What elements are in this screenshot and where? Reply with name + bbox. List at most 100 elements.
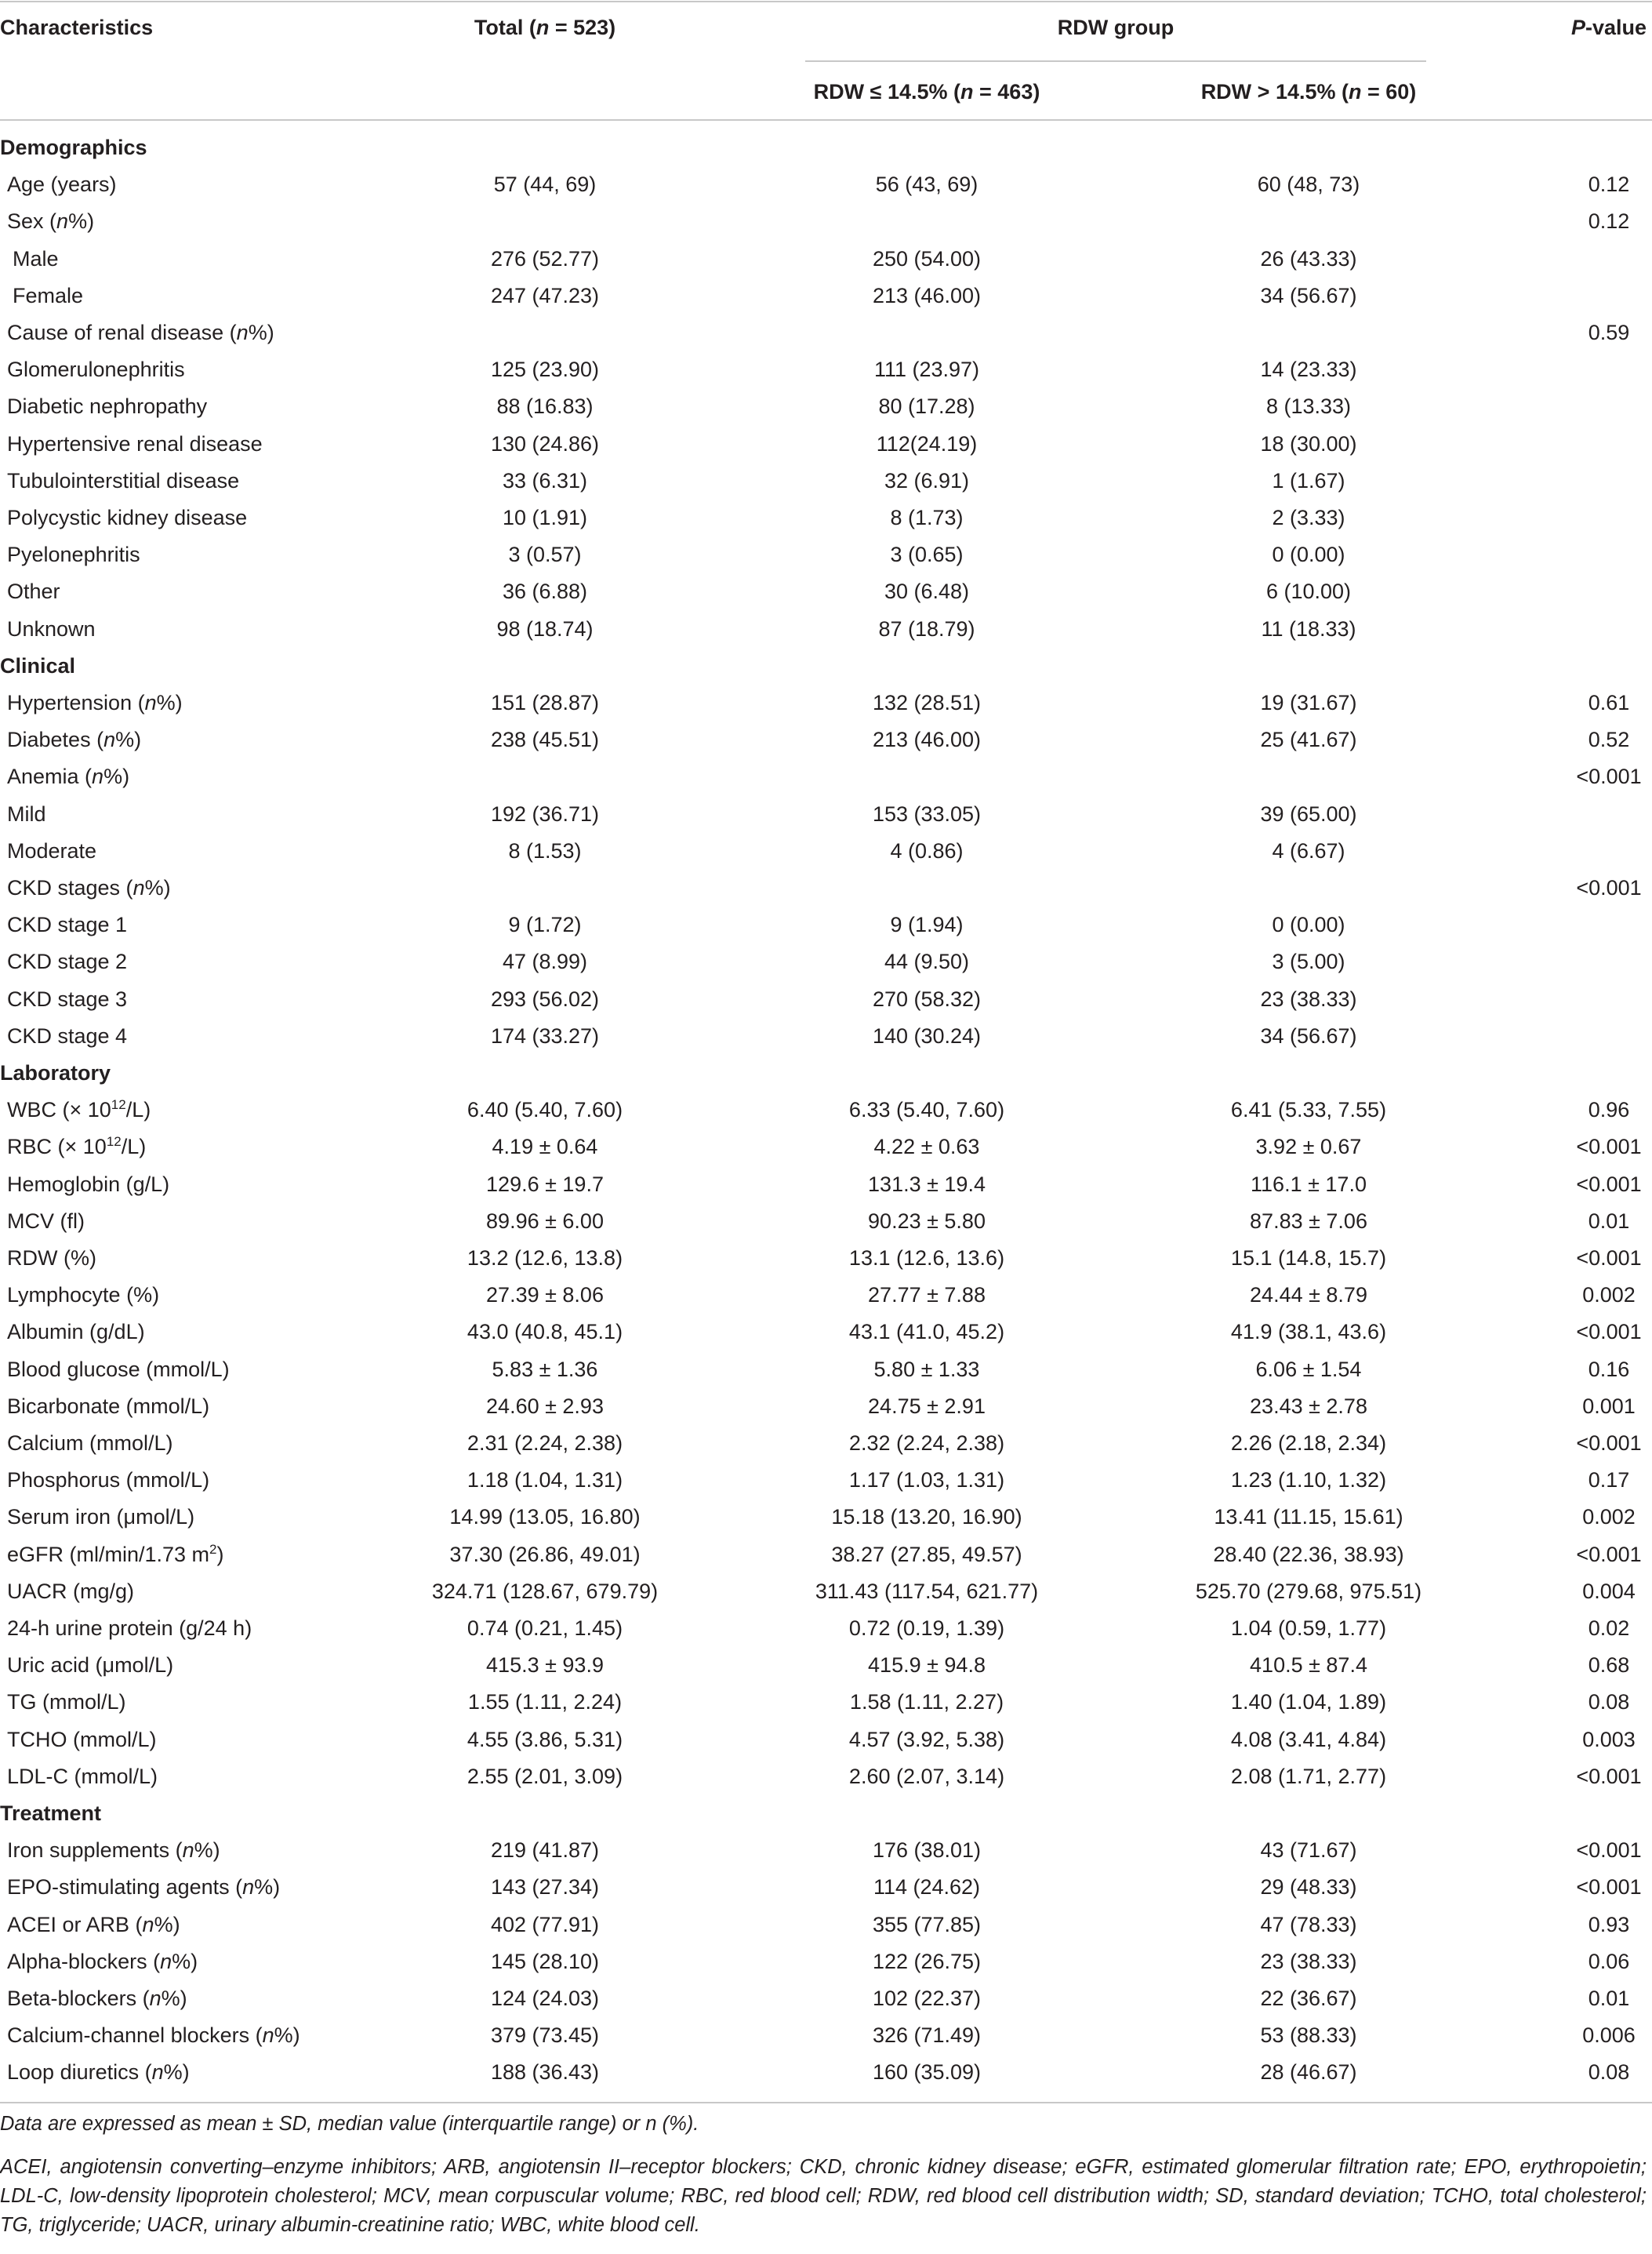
table-cell: 525.70 (279.68, 975.51): [1195, 1579, 1422, 1603]
text: %): [274, 2023, 300, 2048]
table-cell: 1 (1.67): [1272, 468, 1345, 493]
table-cell: 0.12: [1588, 173, 1630, 197]
table-cell: 24.60 ± 2.93: [486, 1394, 604, 1418]
table-cell: 5.83 ± 1.36: [492, 1357, 598, 1381]
text: = 523): [549, 16, 616, 39]
row-label: eGFR (ml/min/1.73 m2): [7, 1536, 224, 1573]
table-cell: 6.40 (5.40, 7.60): [467, 1098, 623, 1122]
table-cell: 4.55 (3.86, 5.31): [467, 1727, 623, 1751]
table-cell: 0.004: [1582, 1579, 1636, 1603]
row-label: Mild: [7, 802, 46, 826]
table-cell: 132 (28.51): [872, 691, 982, 714]
table-cell: 188 (36.43): [490, 2060, 600, 2085]
table-cell: 2.55 (2.01, 3.09): [467, 1764, 623, 1788]
table-cell: 219 (41.87): [490, 1838, 600, 1863]
table-cell: 0.06: [1588, 1949, 1630, 1973]
table-cell: <0.001: [1576, 1135, 1642, 1159]
italic-text: n: [236, 321, 249, 344]
table-cell: 10 (1.91): [502, 506, 588, 529]
row-label: Iron supplements (n%): [7, 1831, 220, 1869]
table-cell: 1.55 (1.11, 2.24): [467, 1690, 623, 1714]
row-label: UACR (mg/g): [7, 1579, 135, 1603]
table-cell: 0.08: [1588, 1690, 1630, 1714]
italic-text: n: [103, 728, 116, 752]
table-cell: 9 (1.72): [508, 913, 582, 937]
row-label: CKD stage 3: [7, 987, 128, 1011]
row-label: Beta-blockers (n%): [7, 1980, 187, 2017]
table-cell: <0.001: [1576, 1172, 1642, 1196]
table-cell: 160 (35.09): [872, 2060, 982, 2085]
table-cell: 131.3 ± 19.4: [868, 1172, 986, 1196]
row-label: CKD stage 1: [7, 913, 128, 937]
table-cell: 0.001: [1582, 1394, 1636, 1418]
italic-text: n: [960, 80, 974, 104]
text: %): [248, 321, 274, 344]
text: WBC (× 10: [7, 1098, 111, 1122]
row-label: WBC (× 1012/L): [7, 1091, 151, 1129]
row-label: Hypertensive renal disease: [7, 431, 263, 456]
table-cell: 3 (0.65): [890, 543, 964, 567]
text: eGFR (ml/min/1.73 m: [7, 1542, 210, 1566]
bottom-rule: [0, 2102, 1652, 2103]
table-cell: 27.77 ± 7.88: [868, 1283, 986, 1307]
text: %): [161, 1987, 187, 2010]
row-label: ACEI or ARB (n%): [7, 1906, 180, 1943]
table-cell: 238 (45.51): [490, 728, 600, 752]
row-label: Unknown: [7, 616, 96, 641]
text: Cause of renal disease (: [7, 321, 237, 344]
row-label: Age (years): [7, 173, 117, 197]
table-cell: 2.08 (1.71, 2.77): [1230, 1764, 1387, 1788]
text: %): [68, 209, 95, 234]
table-cell: 25 (41.67): [1260, 728, 1357, 752]
row-label: Other: [7, 580, 60, 604]
row-label: CKD stage 2: [7, 950, 128, 974]
table-cell: 1.18 (1.04, 1.31): [467, 1468, 623, 1492]
table-cell: 6.06 ± 1.54: [1255, 1357, 1362, 1381]
table-cell: 124 (24.03): [490, 1987, 600, 2010]
table-cell: <0.001: [1576, 1431, 1642, 1455]
table-cell: 13.2 (12.6, 13.8): [467, 1246, 623, 1270]
table-cell: 98 (18.74): [496, 616, 594, 641]
row-label: Diabetic nephropathy: [7, 394, 208, 419]
table-cell: 8 (13.33): [1265, 394, 1352, 419]
table-cell: 29 (48.33): [1260, 1875, 1357, 1900]
section-heading: Laboratory: [0, 1061, 111, 1085]
text: %): [144, 876, 171, 900]
text: ACEI or ARB (: [7, 1912, 143, 1936]
group-rule: [805, 60, 1426, 62]
italic-text: n: [160, 1949, 172, 1973]
italic-text: n: [242, 1875, 255, 1900]
table-cell: 143 (27.34): [490, 1875, 600, 1900]
italic-text: n: [92, 765, 104, 789]
header-cell: RDW ≤ 14.5% (n = 463): [739, 73, 1115, 111]
section-heading: Clinical: [0, 653, 76, 678]
table-cell: 324.71 (128.67, 679.79): [431, 1579, 659, 1603]
row-label: Serum iron (μmol/L): [7, 1505, 195, 1529]
table-cell: 4.22 ± 0.63: [873, 1135, 980, 1159]
table-cell: <0.001: [1576, 1320, 1642, 1344]
row-label: Hypertension (n%): [7, 684, 183, 722]
table-cell: 130 (24.86): [490, 431, 600, 456]
table-cell: 9 (1.94): [890, 913, 964, 937]
table-cell: 53 (88.33): [1260, 2023, 1357, 2048]
table-cell: 19 (31.67): [1260, 691, 1357, 714]
table-cell: 4 (6.67): [1272, 838, 1345, 863]
table-cell: 140 (30.24): [872, 1023, 982, 1048]
row-label: RDW (%): [7, 1246, 96, 1270]
row-label: TCHO (mmol/L): [7, 1727, 157, 1751]
text: %): [103, 765, 130, 789]
table-cell: 2.32 (2.24, 2.38): [848, 1431, 1005, 1455]
table-cell: 14.99 (13.05, 16.80): [449, 1505, 641, 1529]
table-cell: 18 (30.00): [1260, 431, 1357, 456]
table-cell: <0.001: [1576, 1838, 1642, 1863]
row-label: Uric acid (μmol/L): [7, 1653, 174, 1678]
row-label: MCV (fl): [7, 1209, 85, 1233]
table-cell: 47 (78.33): [1260, 1912, 1357, 1936]
table-cell: 32 (6.91): [884, 468, 970, 493]
table-cell: 0 (0.00): [1272, 543, 1345, 567]
table-cell: 0.61: [1588, 691, 1630, 714]
table-cell: 122 (26.75): [872, 1949, 982, 1973]
table-cell: 247 (47.23): [490, 283, 600, 307]
table-cell: 0.93: [1588, 1912, 1630, 1936]
table-cell: 36 (6.88): [502, 580, 588, 604]
